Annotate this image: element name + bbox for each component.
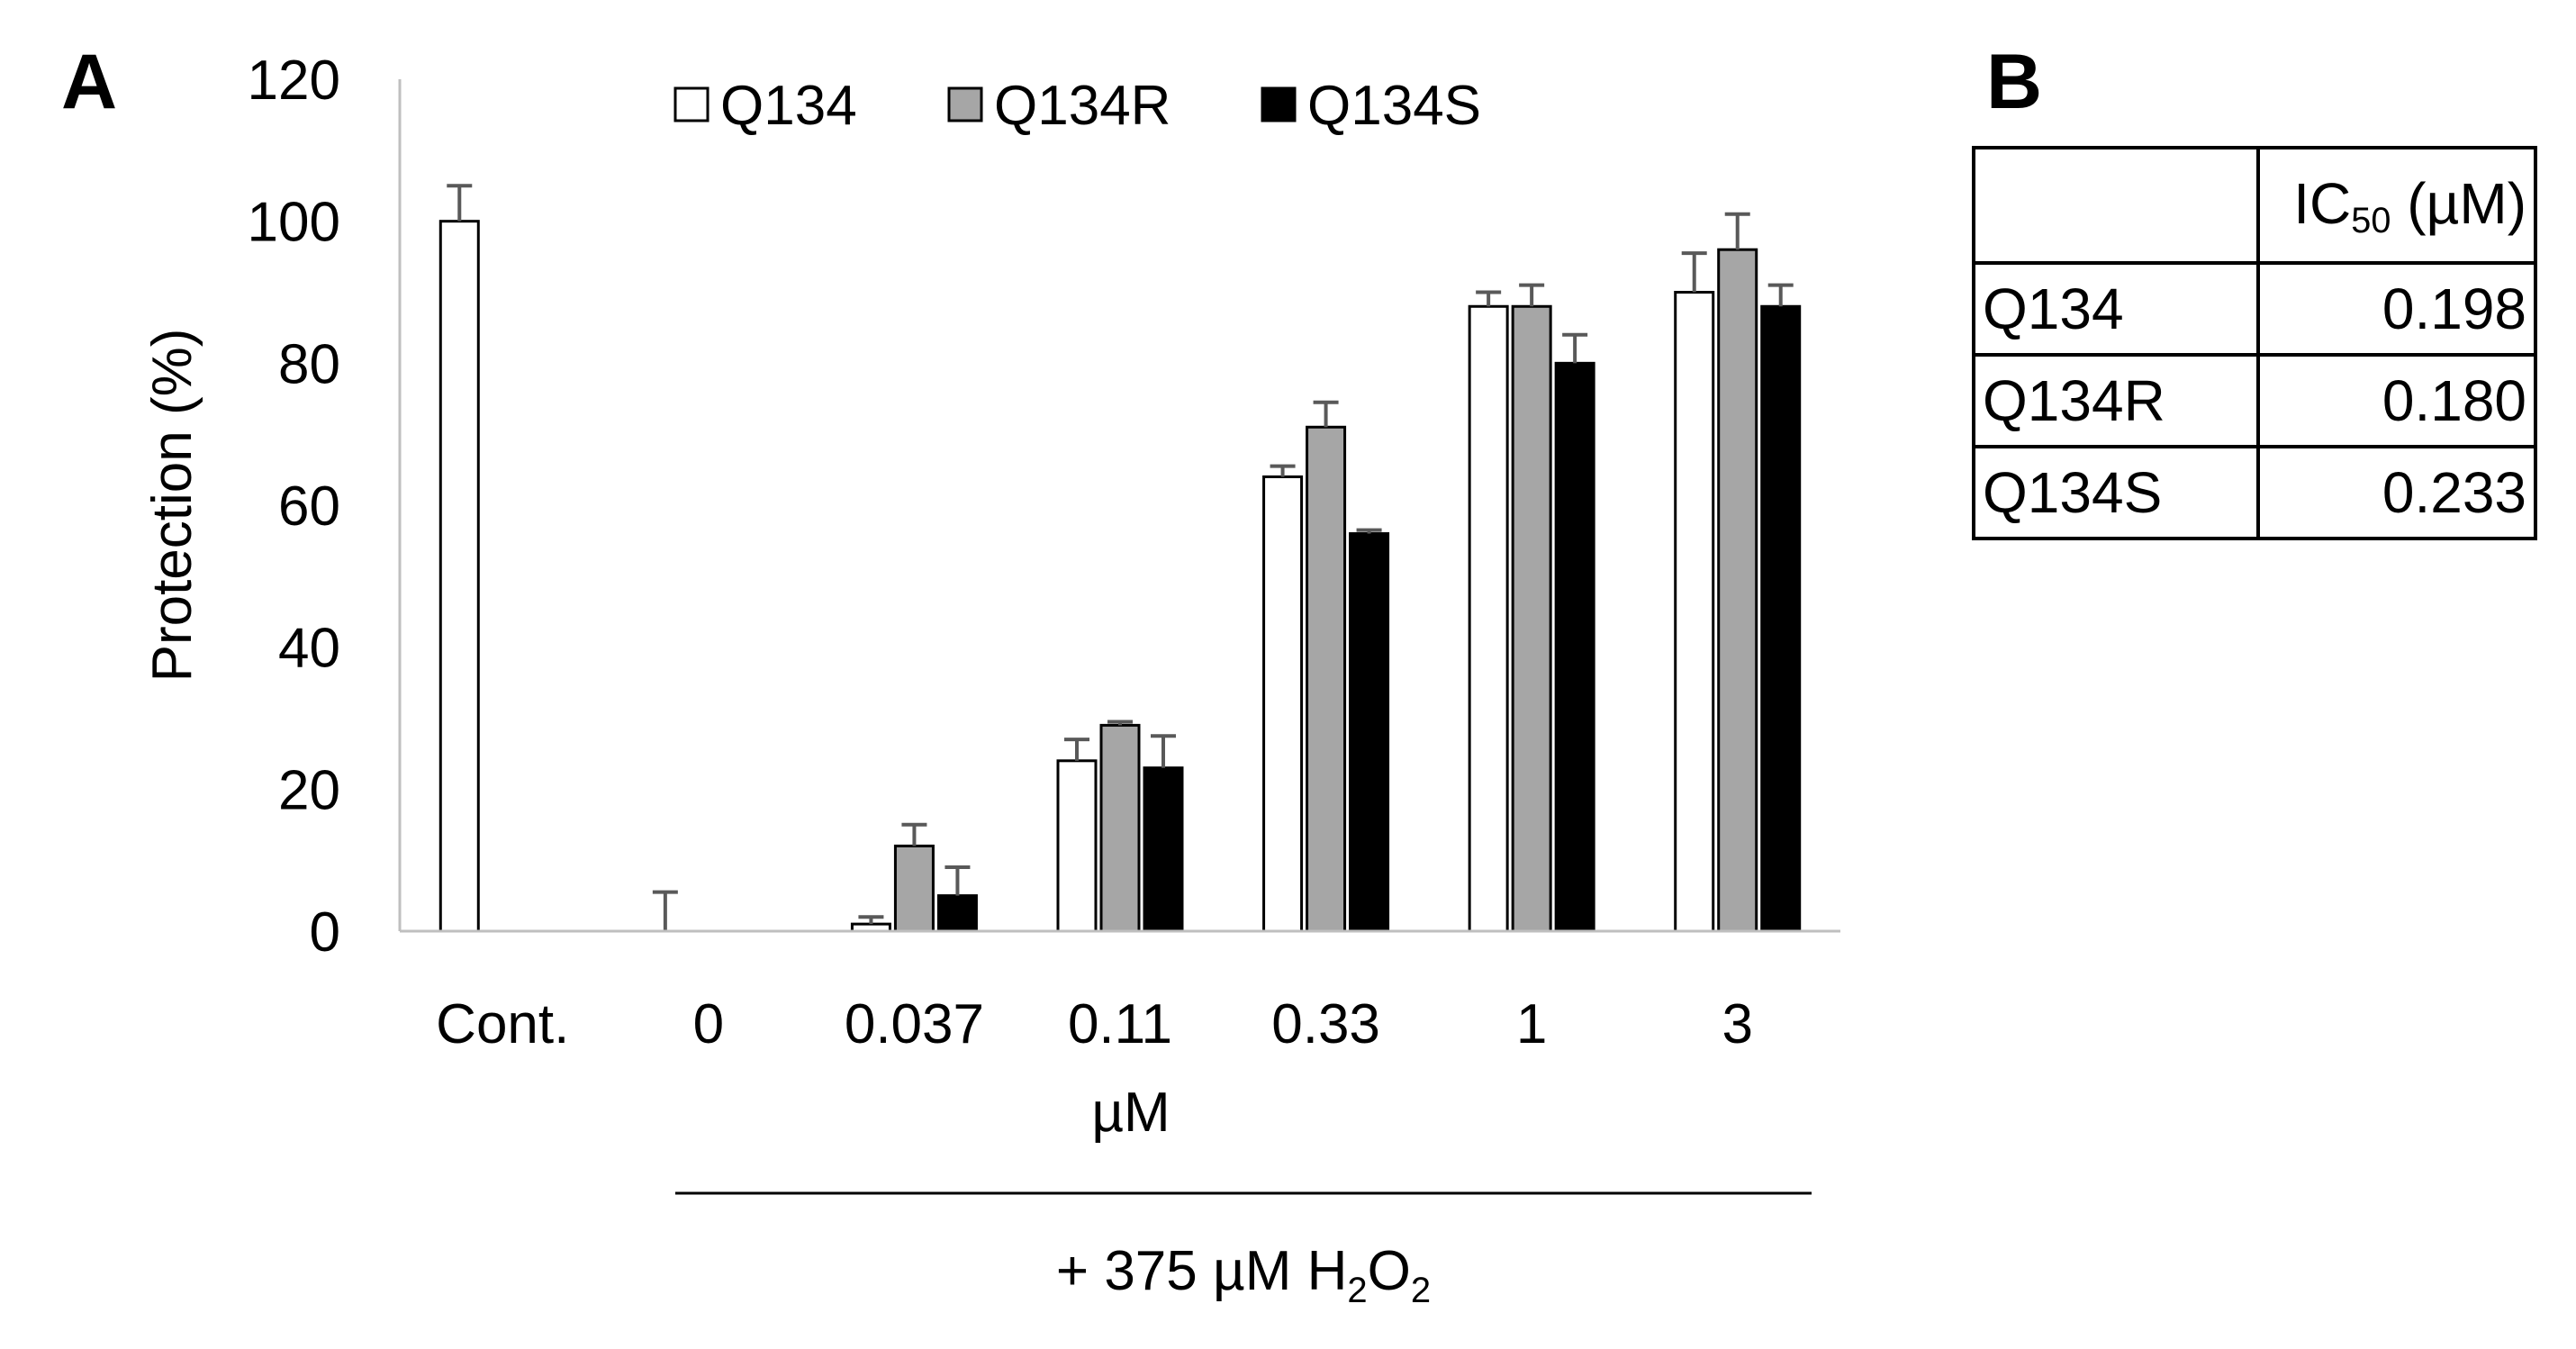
bar — [1760, 304, 1802, 933]
panel-a-label: A — [61, 39, 118, 125]
treatment-label-part: O — [1368, 1240, 1411, 1302]
panel-b-label: B — [1986, 39, 2043, 125]
ic50-table: IC50 (µM) Q134 0.198 Q134R 0.180 Q134S 0… — [1972, 146, 2537, 540]
treatment-label-part: + 375 µM H — [1056, 1240, 1347, 1302]
y-tick-label: 20 — [278, 759, 340, 821]
legend-swatch — [673, 86, 710, 122]
x-tick-label: 1 — [1516, 993, 1547, 1055]
bar — [1717, 248, 1758, 933]
bar — [1674, 291, 1715, 933]
ic50-row-value: 0.198 — [2256, 261, 2537, 357]
x-tick-label: 0 — [693, 993, 724, 1055]
ic50-header-empty-cell — [1972, 146, 2260, 265]
bar — [1306, 425, 1347, 933]
y-tick-label: 80 — [278, 333, 340, 395]
ic50-table-header-row: IC50 (µM) — [1972, 146, 2537, 265]
x-tick-label: 0.33 — [1271, 993, 1380, 1055]
ic50-row-name: Q134 — [1972, 261, 2260, 357]
x-tick-label: Cont. — [436, 993, 569, 1055]
y-tick-label: 0 — [310, 901, 340, 964]
y-tick-label: 120 — [248, 50, 340, 112]
treatment-label-subscript: 2 — [1411, 1271, 1431, 1310]
bar — [1143, 766, 1184, 933]
ic50-header-suffix: (µM) — [2391, 170, 2526, 236]
y-tick-label: 60 — [278, 475, 340, 538]
ic50-row-name: Q134S — [1972, 445, 2260, 540]
treatment-label: + 375 µM H2O2 — [1056, 1240, 1431, 1310]
x-axis-title: µM — [1091, 1082, 1170, 1144]
bar — [438, 220, 480, 933]
ic50-table-row: Q134S 0.233 — [1972, 445, 2537, 540]
bar — [1349, 532, 1390, 933]
y-tick-label: 40 — [278, 618, 340, 680]
ic50-row-name: Q134R — [1972, 353, 2260, 448]
bar — [1554, 361, 1595, 933]
ic50-table-row: Q134 0.198 — [1972, 261, 2537, 357]
legend-label: Q134 — [720, 75, 857, 137]
ic50-header-cell: IC50 (µM) — [2256, 146, 2537, 265]
ic50-header-prefix: IC — [2293, 170, 2352, 236]
legend-label: Q134S — [1307, 75, 1481, 137]
x-tick-label: 0.037 — [845, 993, 984, 1055]
ic50-table-container: IC50 (µM) Q134 0.198 Q134R 0.180 Q134S 0… — [1972, 146, 2537, 540]
bar — [893, 844, 935, 933]
y-tick-label: 100 — [248, 192, 340, 254]
bar — [1099, 723, 1141, 933]
ic50-header-subscript: 50 — [2351, 200, 2391, 240]
y-axis-title: Protection (%) — [141, 329, 203, 683]
bar — [1262, 475, 1304, 933]
x-tick-label: 0.11 — [1068, 993, 1172, 1055]
bar — [1056, 759, 1098, 933]
bar — [1511, 304, 1552, 933]
treatment-label-subscript: 2 — [1347, 1271, 1367, 1310]
bar — [1468, 304, 1509, 933]
ic50-row-value: 0.180 — [2256, 353, 2537, 448]
legend-swatch — [1261, 86, 1297, 122]
ic50-table-row: Q134R 0.180 — [1972, 353, 2537, 448]
legend-label: Q134R — [994, 75, 1170, 137]
x-tick-label: 3 — [1722, 993, 1752, 1055]
legend-swatch — [947, 86, 983, 122]
bar — [936, 894, 978, 933]
ic50-row-value: 0.233 — [2256, 445, 2537, 540]
